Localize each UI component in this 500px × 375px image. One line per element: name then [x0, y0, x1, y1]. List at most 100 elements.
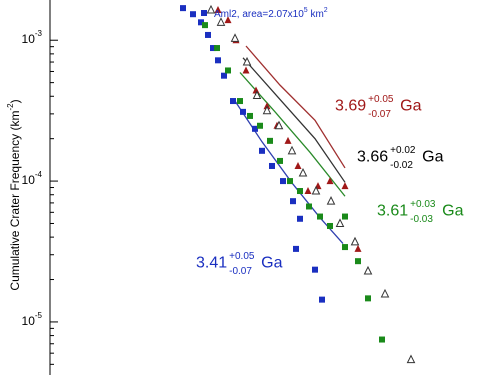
- tick-base: 10: [22, 173, 36, 187]
- point: [284, 136, 292, 144]
- point: [317, 213, 323, 220]
- legend-label: Aml2, area=2.07x105 km2: [214, 7, 328, 20]
- point: [237, 98, 243, 105]
- tick-base: 10: [22, 314, 36, 328]
- point: [267, 137, 273, 144]
- point: [297, 215, 303, 222]
- legend-marker: [201, 10, 207, 16]
- point: [198, 19, 204, 26]
- label-sup: -2: [6, 103, 15, 111]
- point: [342, 213, 348, 220]
- point: [326, 177, 334, 185]
- point: [242, 56, 252, 66]
- point: [379, 336, 385, 343]
- point: [205, 31, 211, 38]
- fit-line: [234, 100, 344, 245]
- age-plus: +0.03: [410, 199, 436, 210]
- point: [224, 16, 232, 24]
- point: [365, 295, 371, 302]
- point: [259, 147, 265, 154]
- tick-exp: -5: [35, 311, 43, 320]
- point: [202, 22, 208, 29]
- age-unit: Ga: [400, 97, 421, 114]
- point: [326, 196, 336, 205]
- point: [335, 218, 345, 227]
- point: [293, 245, 299, 252]
- point: [277, 157, 283, 164]
- point: [342, 244, 348, 251]
- point: [180, 5, 186, 12]
- age-minus: -0.03: [410, 214, 433, 225]
- point: [230, 98, 236, 105]
- tick-exp: -4: [35, 170, 43, 179]
- point: [297, 188, 303, 195]
- point: [221, 72, 227, 79]
- age-minus: -0.02: [390, 160, 413, 171]
- y-tick-label: 10-3: [22, 29, 43, 46]
- age-unit: Ga: [422, 149, 443, 166]
- point: [206, 4, 216, 14]
- point: [319, 296, 325, 303]
- point: [215, 57, 221, 64]
- point: [240, 108, 246, 115]
- legend-sup: 5: [304, 7, 308, 14]
- age-plus: +0.02: [390, 145, 416, 156]
- point: [216, 17, 226, 26]
- point: [280, 178, 286, 185]
- point: [269, 162, 275, 169]
- point: [355, 258, 361, 265]
- point: [262, 105, 272, 115]
- age-value: 3.61: [377, 203, 408, 220]
- tick-exp: -3: [35, 29, 43, 38]
- point: [214, 5, 222, 13]
- point: [242, 66, 250, 74]
- point: [287, 145, 297, 155]
- point: [214, 45, 220, 52]
- point: [354, 244, 362, 252]
- point: [225, 67, 231, 74]
- y-tick-label: 10-5: [22, 311, 43, 328]
- age-minus: -0.07: [229, 266, 252, 277]
- fit-line: [245, 45, 346, 169]
- age-plus: +0.05: [368, 94, 394, 105]
- point: [290, 198, 296, 205]
- age-value: 3.69: [335, 97, 366, 114]
- fit-line: [242, 57, 346, 183]
- legend-mid: km: [308, 9, 324, 20]
- point: [304, 187, 312, 195]
- point: [298, 167, 308, 177]
- legend-text: Aml2, area=2.07x10: [214, 9, 304, 20]
- point: [406, 354, 416, 364]
- point: [252, 125, 258, 132]
- point: [287, 178, 293, 185]
- label-text: Cumulative Crater Frequency (km: [8, 111, 22, 291]
- point: [341, 182, 349, 190]
- point: [274, 120, 284, 130]
- point: [247, 112, 253, 119]
- legend-sup: 2: [324, 7, 328, 14]
- label-end: ): [8, 99, 22, 103]
- point: [306, 203, 312, 210]
- point: [190, 11, 196, 18]
- age-unit: Ga: [261, 255, 282, 272]
- point: [257, 122, 263, 129]
- point: [380, 288, 390, 298]
- age-unit: Ga: [442, 203, 463, 220]
- point: [327, 222, 333, 229]
- age-plus: +0.05: [229, 251, 255, 262]
- point: [230, 33, 240, 42]
- age-value: 3.66: [357, 149, 388, 166]
- point: [350, 236, 360, 246]
- age-value: 3.41: [196, 255, 227, 272]
- point: [210, 45, 216, 52]
- y-tick-label: 10-4: [22, 170, 43, 187]
- point: [311, 185, 321, 195]
- point: [294, 161, 302, 169]
- point: [252, 86, 260, 94]
- tick-base: 10: [22, 32, 36, 46]
- age-minus: -0.07: [368, 109, 391, 120]
- point: [252, 90, 262, 100]
- point: [312, 266, 318, 273]
- point: [363, 265, 373, 275]
